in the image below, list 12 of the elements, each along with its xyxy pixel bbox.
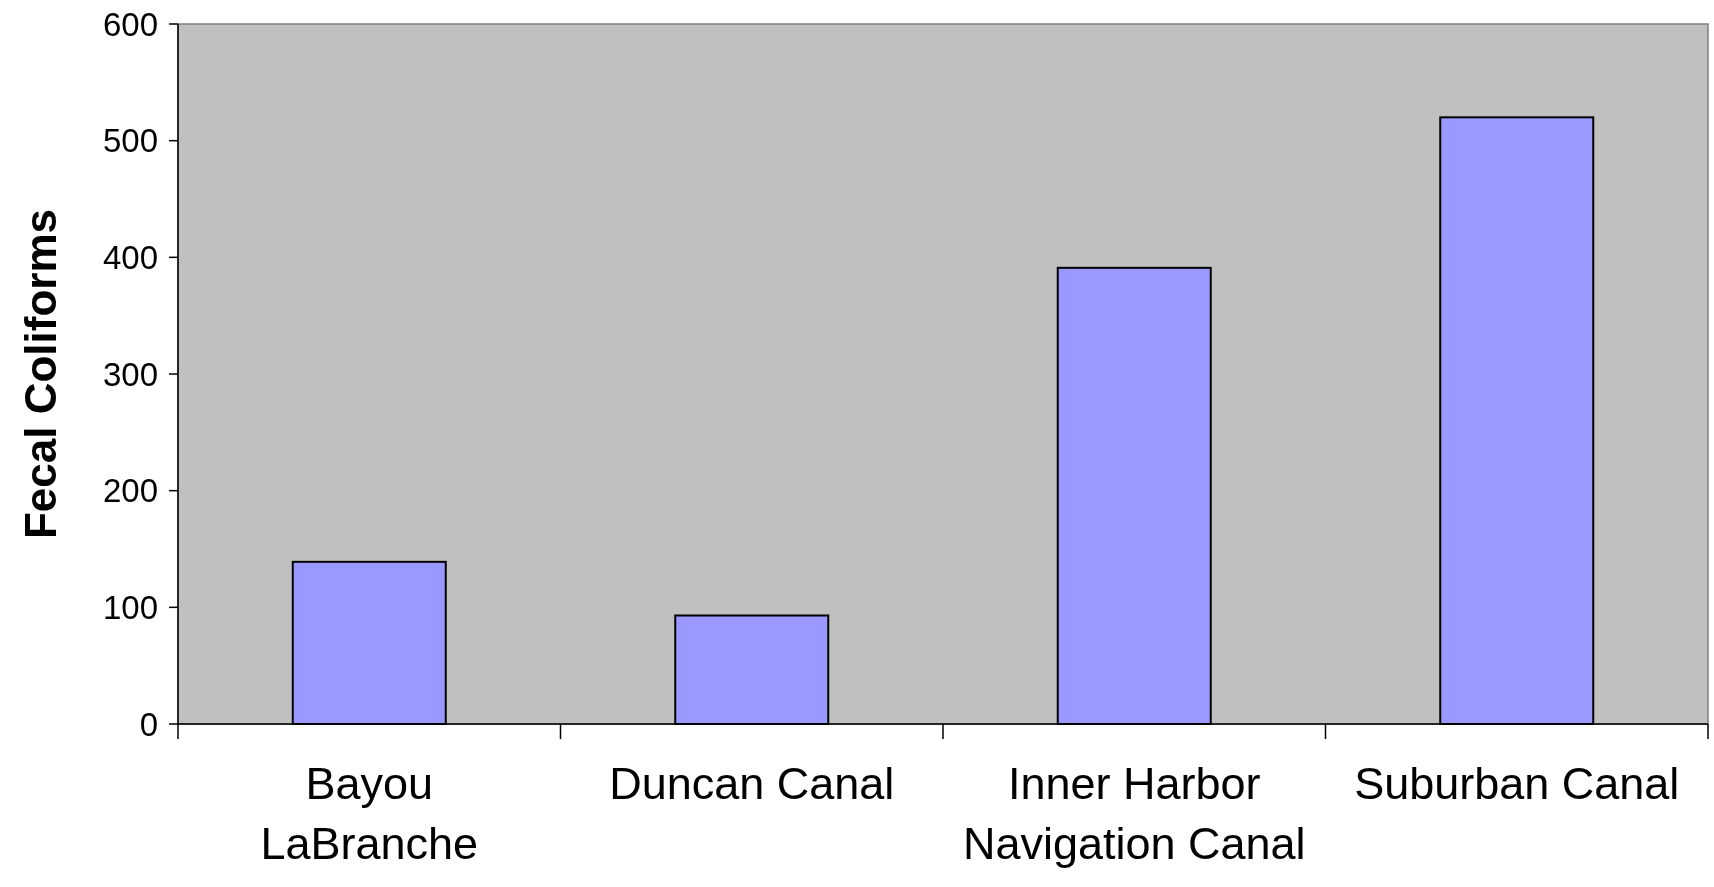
y-tick-label: 300: [102, 355, 158, 393]
y-tick-label: 600: [102, 5, 158, 43]
y-tick-label: 200: [102, 472, 158, 510]
y-tick-label: 400: [102, 238, 158, 276]
x-tick-label: Duncan Canal: [609, 758, 895, 809]
x-tick-label: Bayou LaBranche: [260, 758, 479, 869]
x-tick-label: Inner Harbor Navigation Canal: [962, 758, 1306, 869]
y-tick-label: 500: [102, 122, 158, 160]
x-tick-label: Suburban Canal: [1354, 758, 1680, 809]
y-tick-label: 100: [102, 588, 158, 626]
y-axis-title: Fecal Coliforms: [16, 208, 65, 540]
y-tick-label: 0: [139, 705, 158, 743]
